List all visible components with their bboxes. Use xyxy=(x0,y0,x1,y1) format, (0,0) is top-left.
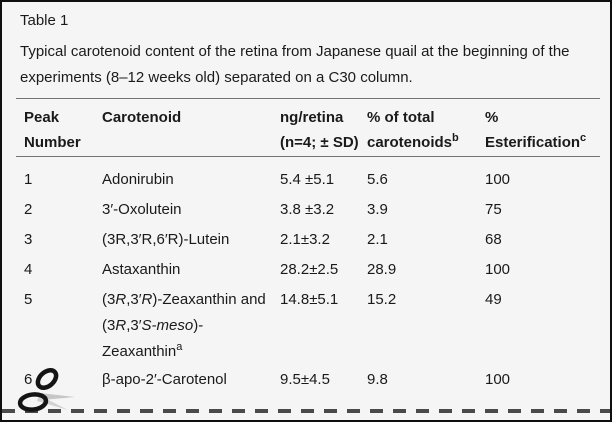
cell-carotenoid: 3′-Oxolutein xyxy=(102,201,182,218)
table-row: 3 (3R,3′R,6′R)-Lutein 2.1±3.2 2.1 68 xyxy=(16,225,600,255)
cell-ng-retina: 9.5±4.5 xyxy=(280,371,330,388)
cell-carotenoid: (3R,3′R,6′R)-Lutein xyxy=(102,231,230,248)
cell-ng-retina: 2.1±3.2 xyxy=(280,231,330,248)
cell-pct-total: 5.6 xyxy=(367,171,388,188)
cell-carotenoid: Astaxanthin xyxy=(102,261,181,278)
cell-pct-esterification: 100 xyxy=(485,261,511,278)
cell-pct-esterification: 75 xyxy=(485,201,502,218)
table-row: 2 3′-Oxolutein 3.8 ±3.2 3.9 75 xyxy=(16,195,600,225)
cell-ng-retina: 14.8±5.1 xyxy=(280,291,339,308)
cell-pct-esterification: 100 xyxy=(485,171,511,188)
header-cell-carotenoid: Carotenoid xyxy=(102,98,280,157)
cell-peak-number: 5 xyxy=(24,291,33,308)
cut-dashed-line xyxy=(2,409,610,413)
cell-pct-total: 28.9 xyxy=(367,261,397,278)
cell-ng-retina: 3.8 ±3.2 xyxy=(280,201,335,218)
header-cell-pct-total: % of total carotenoidsb xyxy=(367,98,485,157)
header-row: Peak Number Carotenoid ng/retina (n=4; ±… xyxy=(16,98,600,157)
cell-pct-total: 3.9 xyxy=(367,201,388,218)
header-cell-pct-esterification: % Esterificationc xyxy=(485,98,600,157)
cell-peak-number: 6 xyxy=(24,371,33,388)
table-caption: Typical carotenoid content of the retina… xyxy=(20,43,570,86)
cell-carotenoid: β-apo-2′-Carotenol xyxy=(102,371,227,388)
cell-peak-number: 4 xyxy=(24,261,33,278)
table-row: 1 Adonirubin 5.4 ±5.1 5.6 100 xyxy=(16,157,600,196)
cell-ng-retina: 5.4 ±5.1 xyxy=(280,171,335,188)
cell-peak-number: 2 xyxy=(24,201,33,218)
cell-pct-total: 2.1 xyxy=(367,231,388,248)
header-cell-ng-retina: ng/retina (n=4; ± SD) xyxy=(280,98,367,157)
table-label: Table 1 xyxy=(20,12,69,29)
table-row: 6 β-apo-2′-Carotenol 9.5±4.5 9.8 100 xyxy=(16,365,600,395)
table-header: Peak Number Carotenoid ng/retina (n=4; ±… xyxy=(16,98,600,157)
carotenoid-table: Peak Number Carotenoid ng/retina (n=4; ±… xyxy=(16,98,600,395)
scissors-icon xyxy=(17,368,75,412)
cell-pct-esterification: 100 xyxy=(485,371,511,388)
cell-peak-number: 1 xyxy=(24,171,33,188)
cell-pct-esterification: 68 xyxy=(485,231,502,248)
cell-ng-retina: 28.2±2.5 xyxy=(280,261,339,278)
cell-carotenoid: Adonirubin xyxy=(102,171,174,188)
table-row: 5 (3R,3′R)-Zeaxanthin and (3R,3′S-meso)-… xyxy=(16,285,600,365)
table-row: 4 Astaxanthin 28.2±2.5 28.9 100 xyxy=(16,255,600,285)
cell-pct-esterification: 49 xyxy=(485,291,502,308)
cell-pct-total: 15.2 xyxy=(367,291,397,308)
cell-pct-total: 9.8 xyxy=(367,371,388,388)
table-body: 1 Adonirubin 5.4 ±5.1 5.6 100 2 3′-Oxolu… xyxy=(16,157,600,396)
cell-carotenoid: (3R,3′R)-Zeaxanthin and (3R,3′S-meso)-Ze… xyxy=(102,291,266,360)
header-cell-peak-number: Peak Number xyxy=(16,98,102,157)
cell-peak-number: 3 xyxy=(24,231,33,248)
